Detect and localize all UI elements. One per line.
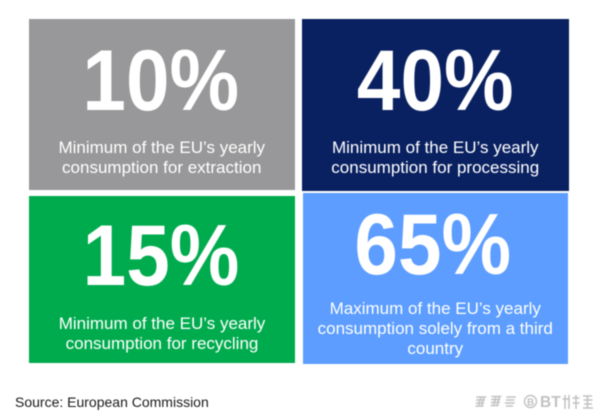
svg-text:BT: BT xyxy=(540,394,561,411)
svg-text:BT: BT xyxy=(539,393,560,410)
svg-text:B: B xyxy=(527,398,534,409)
svg-text:B: B xyxy=(526,397,533,408)
